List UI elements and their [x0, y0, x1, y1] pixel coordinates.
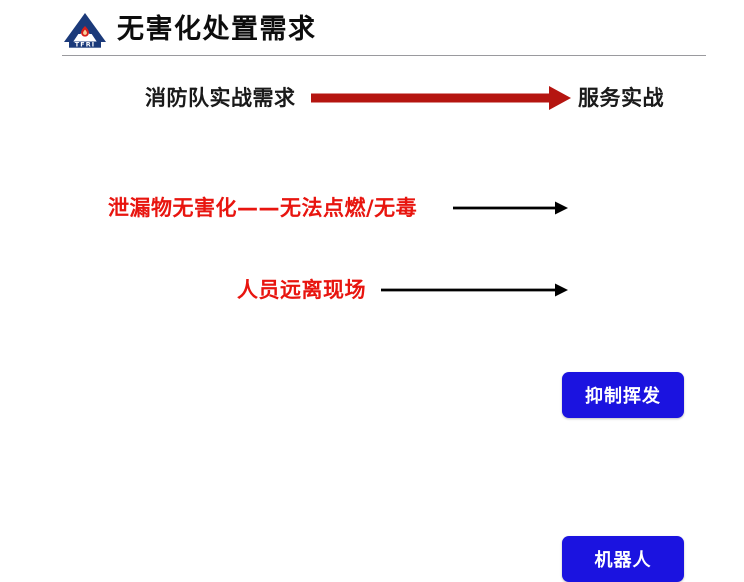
flow-row-harmless: 泄漏物无害化——无法点燃/无毒 抑制挥发 [0, 188, 744, 418]
black-arrow-right-icon [453, 188, 568, 228]
header-divider [62, 55, 706, 56]
page-title: 无害化处置需求 [117, 14, 317, 45]
process-box-suppress-volatilization[interactable]: 抑制挥发 [562, 372, 684, 418]
flow-label-personnel-away-from-scene: 人员远离现场 [237, 278, 366, 302]
flow-row-personnel: 人员远离现场 机器人 [0, 270, 744, 582]
process-box-robot[interactable]: 机器人 [562, 536, 684, 582]
flow-label-leakage-harmless: 泄漏物无害化——无法点燃/无毒 [108, 196, 418, 220]
tfri-logo-icon: TFRI [62, 11, 108, 49]
svg-text:TFRI: TFRI [75, 41, 95, 49]
flow-label-fire-brigade-demand: 消防队实战需求 [145, 86, 296, 110]
black-arrow-right-icon [381, 270, 568, 310]
flow-row-service: 消防队实战需求 服务实战 [0, 78, 744, 118]
red-arrow-right-icon [311, 78, 571, 118]
slide-header: TFRI 无害化处置需求 [0, 0, 744, 58]
flow-label-serve-real-combat: 服务实战 [578, 86, 664, 110]
